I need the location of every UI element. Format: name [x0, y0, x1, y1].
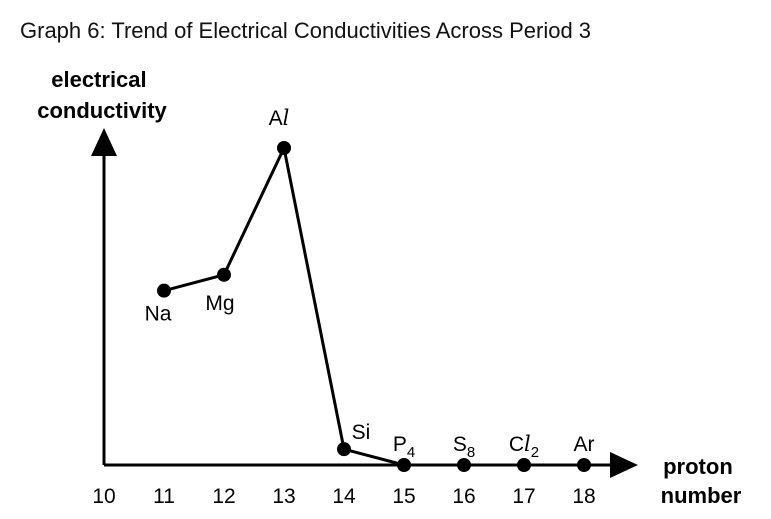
x-tick-label: 17	[512, 485, 535, 508]
x-tick-label: 10	[92, 485, 115, 508]
point-label-si: Si	[352, 421, 371, 444]
data-point-si	[337, 442, 351, 457]
data-point-cl	[517, 458, 531, 472]
x-tick-label: 11	[153, 485, 175, 508]
chart-title: Graph 6: Trend of Electrical Conductivit…	[20, 18, 592, 43]
point-label-ar: Ar	[574, 433, 595, 456]
x-tick-label: 16	[452, 485, 475, 508]
x-tick-label: 12	[212, 485, 235, 508]
x-tick-label: 15	[392, 485, 415, 508]
data-point-ar	[577, 458, 591, 472]
point-label-na: Na	[145, 303, 172, 326]
data-point-p	[397, 458, 411, 472]
data-point-mg	[217, 267, 231, 282]
data-point-na	[157, 283, 171, 298]
series-line	[163, 146, 584, 467]
y-axis-label: electrical conductivity	[37, 67, 167, 123]
x-tick-label: 14	[332, 485, 356, 508]
y-axis-label-line2: conductivity	[37, 98, 167, 123]
x-tick-label: 13	[272, 485, 295, 508]
x-tick-label: 18	[572, 485, 595, 508]
x-axis-label: proton number	[661, 454, 742, 508]
point-label-cl: Cl2	[509, 432, 539, 461]
y-axis-label-line1: electrical	[51, 67, 146, 92]
point-label-mg: Mg	[205, 292, 234, 315]
data-point-s	[457, 458, 471, 472]
x-axis-arrow	[610, 452, 638, 478]
point-label-al: Al	[269, 106, 290, 130]
data-point-al	[277, 141, 291, 155]
x-axis-label-line1: proton	[663, 454, 733, 479]
point-label-s: S8	[453, 433, 475, 461]
x-axis-label-line2: number	[661, 483, 742, 508]
point-label-p: P4	[393, 433, 415, 461]
y-axis-arrow	[91, 128, 117, 156]
